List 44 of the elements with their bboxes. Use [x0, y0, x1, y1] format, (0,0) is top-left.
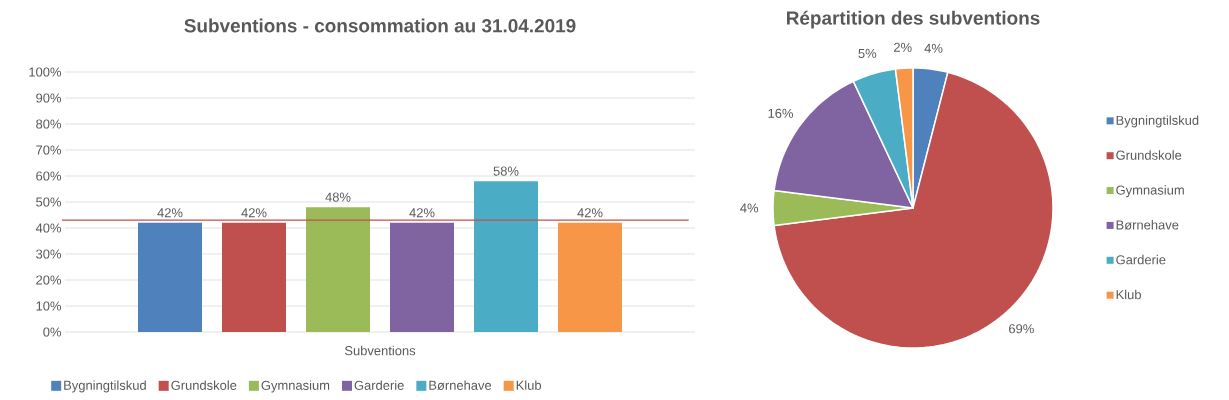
bar	[222, 222, 286, 332]
data-label: 69%	[1009, 324, 1034, 334]
bar	[306, 207, 370, 332]
legend-label: Gymnasium	[1116, 185, 1184, 198]
chart-title: Répartition des subventions	[787, 10, 1040, 29]
y-tick-label: 70%	[36, 145, 62, 155]
data-label: 2%	[894, 42, 912, 52]
chart-title: Subventions - consommation au 31.04.2019	[184, 18, 576, 33]
bar	[138, 222, 202, 332]
y-tick-label: 100%	[29, 67, 62, 77]
y-tick-label: 90%	[36, 93, 62, 103]
legend-label: Bygningtilskud	[64, 380, 146, 393]
legend-label: Grundskole	[171, 380, 237, 390]
data-label: 42%	[577, 208, 603, 218]
legend-label: Garderie	[1116, 254, 1166, 265]
x-tick-label: Subventions	[344, 345, 416, 356]
y-tick-label: 80%	[36, 119, 62, 129]
bar	[390, 222, 454, 332]
legend-label: Klub	[516, 380, 542, 390]
data-label: 48%	[325, 192, 351, 202]
y-tick-label: 20%	[36, 275, 62, 285]
legend-label: Børnehave	[429, 380, 492, 390]
y-tick-label: 30%	[36, 249, 62, 259]
legend-label: Gymnasium	[261, 380, 330, 393]
data-label: 42%	[241, 208, 267, 218]
y-tick-label: 60%	[36, 171, 62, 181]
y-tick-label: 10%	[36, 301, 62, 311]
data-label: 4%	[740, 203, 759, 213]
data-label: 5%	[858, 48, 877, 58]
legend-label: Børnehave	[1116, 219, 1179, 230]
legend-label: Bygningtilskud	[1116, 115, 1199, 128]
data-label: 58%	[493, 166, 519, 176]
y-tick-label: 0%	[43, 327, 62, 337]
data-label: 42%	[157, 208, 183, 218]
bar	[474, 181, 538, 332]
data-label: 16%	[768, 108, 793, 118]
y-tick-label: 40%	[35, 223, 62, 233]
legend-label: Garderie	[354, 380, 404, 390]
bar	[558, 222, 622, 332]
y-tick-label: 50%	[36, 197, 62, 207]
legend-label: Grundskole	[1116, 150, 1182, 160]
data-label: 4%	[924, 43, 943, 53]
legend-label: Klub	[1116, 289, 1141, 300]
data-label: 42%	[409, 208, 435, 218]
